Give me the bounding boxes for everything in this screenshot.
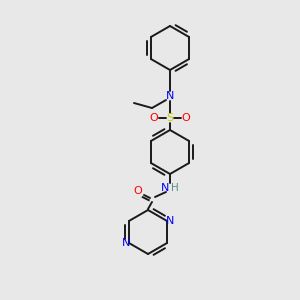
Text: H: H	[171, 183, 179, 193]
Text: O: O	[134, 186, 142, 196]
Text: O: O	[150, 113, 158, 123]
Text: N: N	[166, 91, 174, 101]
Text: N: N	[122, 238, 130, 248]
Text: N: N	[166, 216, 174, 226]
Text: O: O	[182, 113, 190, 123]
Text: N: N	[161, 183, 169, 193]
Text: S: S	[167, 113, 174, 123]
